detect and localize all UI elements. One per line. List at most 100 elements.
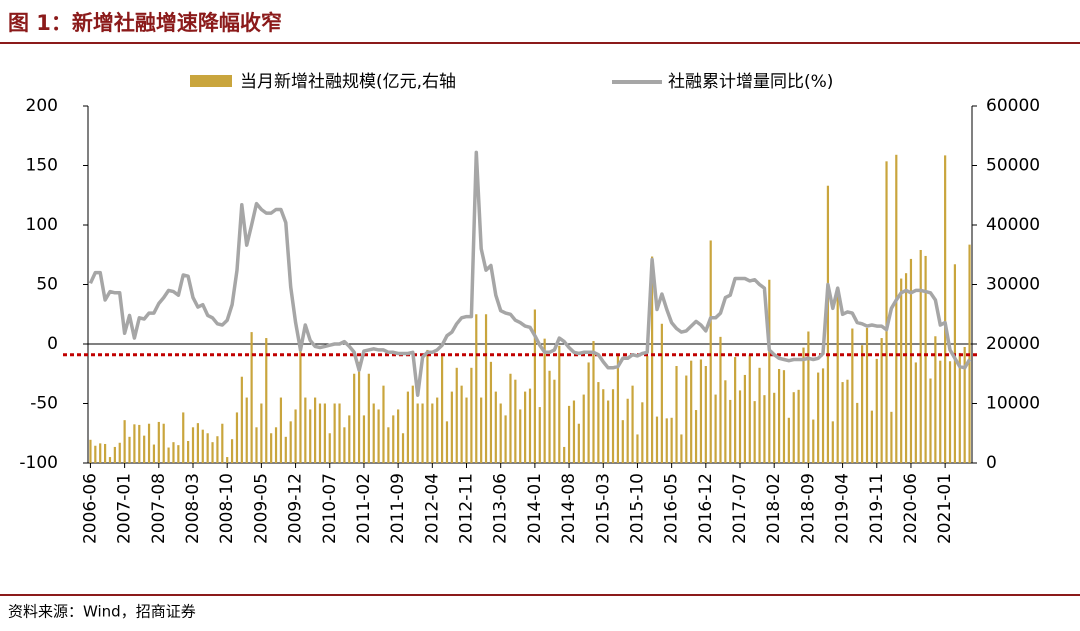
bar (318, 403, 322, 463)
bar (826, 185, 830, 464)
bar (455, 367, 458, 463)
bar (538, 407, 541, 463)
bar (187, 440, 190, 463)
bar (690, 360, 693, 463)
bar (172, 442, 175, 463)
x-tick-label: 2009-05 (251, 473, 271, 544)
bar (626, 398, 629, 463)
bar (953, 264, 957, 463)
bar (944, 155, 947, 463)
bar (865, 327, 869, 463)
x-tick-label: 2008-10 (217, 473, 237, 544)
bar (328, 433, 331, 463)
legend-label: 当月新增社融规模(亿元,右轴 (240, 72, 456, 92)
bar (524, 391, 527, 463)
bar (655, 416, 659, 463)
bar (782, 370, 786, 463)
bar (94, 445, 97, 463)
bar (460, 385, 463, 463)
y2-tick-label: 60000 (986, 96, 1040, 116)
bar (680, 434, 683, 463)
bar (177, 445, 180, 463)
bar (758, 367, 761, 463)
bar (299, 339, 302, 463)
bar (353, 373, 356, 463)
line (88, 150, 972, 397)
x-tick-label: 2015-10 (627, 473, 647, 544)
bar (748, 354, 751, 463)
bar (230, 439, 234, 463)
bar (660, 323, 663, 463)
bar (294, 409, 297, 463)
bar (929, 378, 932, 463)
bar (558, 345, 561, 463)
y2-tick-label: 40000 (986, 215, 1040, 235)
bar (309, 409, 312, 463)
bar (138, 424, 141, 463)
bar (431, 403, 434, 463)
bar (919, 249, 922, 463)
bar (255, 427, 258, 463)
bar (499, 403, 502, 463)
bar (812, 419, 815, 463)
bar (763, 395, 766, 463)
bar (226, 457, 229, 463)
x-tick-label: 2018-02 (764, 473, 784, 544)
x-tick-label: 2012-11 (457, 473, 477, 544)
bar (152, 444, 156, 463)
bar (709, 240, 712, 463)
bar (851, 328, 854, 463)
y2-tick-label: 20000 (986, 334, 1040, 354)
bar (900, 278, 903, 463)
bar (401, 433, 405, 463)
bar (650, 256, 654, 463)
y2-tick-label: 10000 (986, 394, 1040, 414)
bar (377, 409, 380, 463)
bar (284, 436, 287, 463)
bar (416, 403, 419, 463)
bar (641, 402, 644, 463)
source: 资料来源：Wind，招商证券 (8, 603, 196, 621)
bar (304, 397, 307, 463)
x-tick-label: 2014-01 (525, 473, 545, 544)
bar (450, 391, 453, 463)
bar (147, 423, 151, 463)
bar (948, 361, 952, 463)
y-tick-label: 0 (47, 334, 58, 354)
bar (797, 389, 800, 463)
x-tick-label: 2021-01 (935, 473, 955, 544)
bar (631, 385, 634, 463)
bar (567, 405, 571, 463)
bar (484, 314, 488, 463)
y2-tick-label: 30000 (986, 275, 1040, 295)
bar (108, 457, 112, 463)
bar (934, 336, 937, 463)
bar (885, 161, 888, 463)
y2-tick-label: 50000 (986, 156, 1040, 176)
bar (103, 443, 107, 463)
bar (162, 423, 165, 463)
bar (729, 399, 732, 463)
bar (323, 403, 326, 463)
bar (675, 366, 678, 463)
bar (787, 417, 790, 463)
bar (357, 361, 361, 463)
x-tick-label: 2016-12 (696, 473, 716, 544)
bar (924, 255, 927, 463)
bar (343, 427, 346, 463)
bar (753, 401, 756, 463)
bar (274, 427, 278, 463)
bar (182, 412, 185, 463)
bar (314, 397, 317, 463)
bar (592, 341, 595, 463)
bar (465, 397, 468, 463)
bar (724, 380, 727, 463)
bar (118, 442, 121, 463)
bar (817, 372, 820, 463)
bar (519, 409, 522, 463)
bar (475, 314, 478, 463)
x-tick-label: 2008-03 (183, 473, 203, 544)
bar (211, 442, 214, 463)
bar (685, 375, 688, 463)
x-tick-label: 2019-11 (867, 473, 887, 544)
